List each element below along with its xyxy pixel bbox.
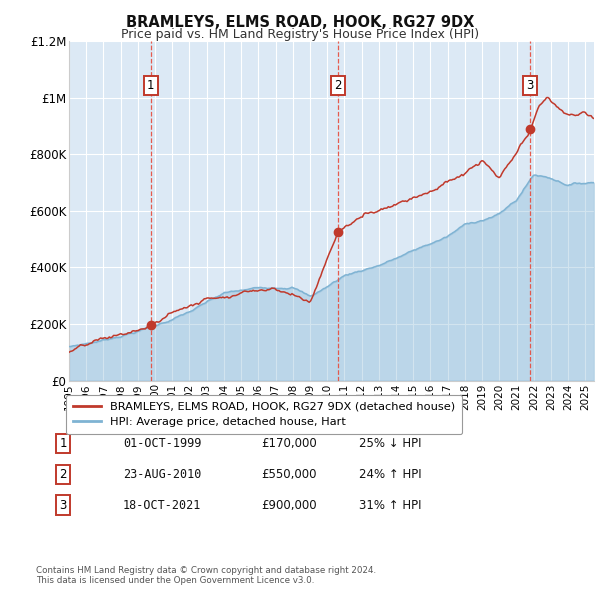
Text: 01-OCT-1999: 01-OCT-1999: [123, 437, 202, 450]
Text: £900,000: £900,000: [261, 499, 317, 512]
Text: 2: 2: [59, 468, 67, 481]
Text: BRAMLEYS, ELMS ROAD, HOOK, RG27 9DX: BRAMLEYS, ELMS ROAD, HOOK, RG27 9DX: [126, 15, 474, 30]
Text: 18-OCT-2021: 18-OCT-2021: [123, 499, 202, 512]
Text: £170,000: £170,000: [261, 437, 317, 450]
Text: 1: 1: [59, 437, 67, 450]
Text: Contains HM Land Registry data © Crown copyright and database right 2024.
This d: Contains HM Land Registry data © Crown c…: [36, 566, 376, 585]
Legend: BRAMLEYS, ELMS ROAD, HOOK, RG27 9DX (detached house), HPI: Average price, detach: BRAMLEYS, ELMS ROAD, HOOK, RG27 9DX (det…: [65, 395, 462, 434]
Text: 3: 3: [526, 79, 534, 92]
Text: 31% ↑ HPI: 31% ↑ HPI: [359, 499, 421, 512]
Text: £550,000: £550,000: [261, 468, 317, 481]
Text: 3: 3: [59, 499, 67, 512]
Text: 23-AUG-2010: 23-AUG-2010: [123, 468, 202, 481]
Text: Price paid vs. HM Land Registry's House Price Index (HPI): Price paid vs. HM Land Registry's House …: [121, 28, 479, 41]
Text: 2: 2: [334, 79, 342, 92]
Text: 24% ↑ HPI: 24% ↑ HPI: [359, 468, 421, 481]
Text: 25% ↓ HPI: 25% ↓ HPI: [359, 437, 421, 450]
Text: 1: 1: [147, 79, 155, 92]
